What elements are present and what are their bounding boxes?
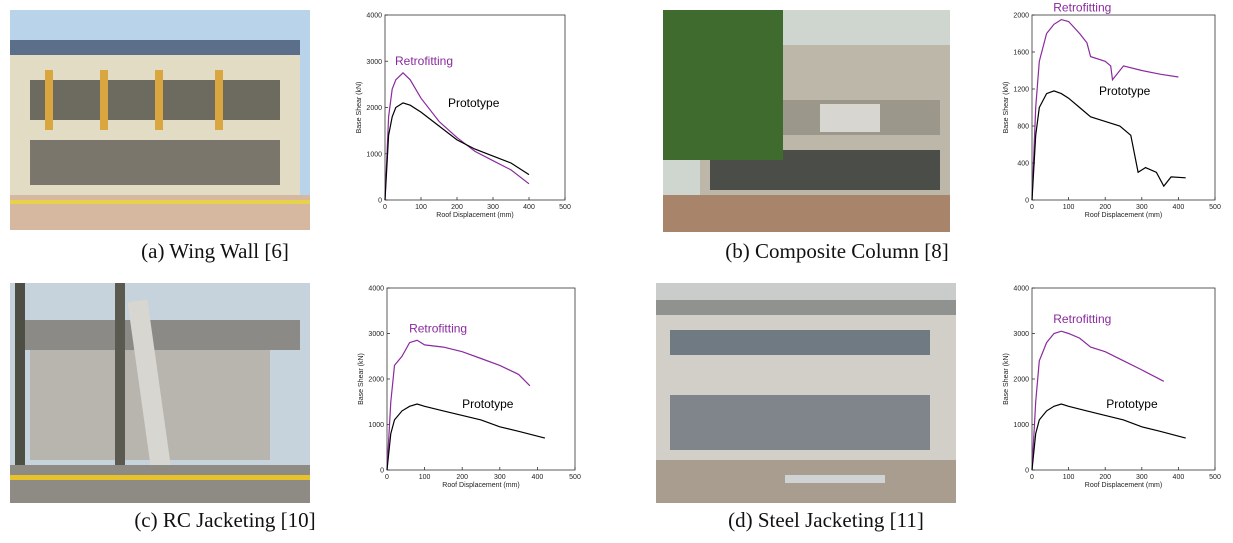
y-tick-label: 2000: [1013, 377, 1029, 384]
series-label: Prototype: [1099, 84, 1151, 98]
y-tick-label: 3000: [366, 59, 382, 66]
series-label: Prototype: [462, 397, 514, 411]
series-label: Prototype: [448, 96, 500, 110]
series-line: [1032, 91, 1186, 200]
x-tick-label: 200: [456, 474, 468, 481]
x-axis-label: Roof Displacement (mm): [1085, 212, 1162, 219]
series-line: [385, 103, 529, 200]
x-tick-label: 400: [1173, 204, 1185, 211]
series-label: Retrofitting: [1053, 1, 1111, 15]
x-tick-label: 0: [1030, 474, 1034, 481]
photo-steel-jacketing: [656, 283, 956, 503]
y-tick-label: 3000: [1013, 331, 1029, 338]
panel-caption: (d) Steel Jacketing [11]: [728, 508, 924, 532]
y-tick-label: 3000: [368, 331, 384, 338]
x-tick-label: 300: [487, 204, 499, 211]
y-axis-label: Base Shear (kN): [356, 82, 363, 134]
x-tick-label: 400: [523, 204, 535, 211]
plot-frame: [387, 288, 575, 470]
panel-caption: (a) Wing Wall [6]: [141, 239, 289, 263]
y-tick-label: 0: [1025, 198, 1029, 205]
y-tick-label: 0: [380, 468, 384, 475]
panel-caption: (c) RC Jacketing [10]: [134, 508, 315, 532]
series-label: Retrofitting: [395, 54, 453, 68]
y-tick-label: 2000: [368, 377, 384, 384]
x-tick-label: 100: [1063, 474, 1075, 481]
x-axis-label: Roof Displacement (mm): [1085, 482, 1162, 489]
y-tick-label: 1000: [368, 422, 384, 429]
x-tick-label: 100: [1063, 204, 1075, 211]
x-tick-label: 500: [1209, 204, 1221, 211]
x-tick-label: 300: [494, 474, 506, 481]
x-tick-label: 100: [415, 204, 427, 211]
series-label: Retrofitting: [1053, 312, 1111, 326]
panel-caption: (b) Composite Column [8]: [725, 239, 948, 263]
series-line: [387, 404, 545, 470]
series-line: [1032, 404, 1186, 470]
y-tick-label: 0: [1025, 468, 1029, 475]
x-tick-label: 0: [383, 204, 387, 211]
x-tick-label: 100: [419, 474, 431, 481]
y-tick-label: 1200: [1013, 87, 1029, 94]
x-tick-label: 0: [1030, 204, 1034, 211]
x-tick-label: 200: [1099, 474, 1111, 481]
figure: 010020030040050001000200030004000Roof Di…: [0, 0, 1233, 543]
series-line: [385, 73, 529, 200]
y-axis-label: Base Shear (kN): [1003, 353, 1010, 405]
y-tick-label: 1600: [1013, 50, 1029, 57]
x-tick-label: 400: [532, 474, 544, 481]
x-tick-label: 0: [385, 474, 389, 481]
x-tick-label: 200: [1099, 204, 1111, 211]
x-axis-label: Roof Displacement (mm): [436, 212, 513, 219]
y-tick-label: 4000: [366, 13, 382, 20]
series-label: Retrofitting: [409, 321, 467, 335]
y-tick-label: 4000: [368, 286, 384, 293]
photo-wing-wall: [10, 10, 310, 230]
y-tick-label: 1000: [1013, 422, 1029, 429]
photo-rc-jacketing: [10, 283, 310, 503]
x-tick-label: 300: [1136, 474, 1148, 481]
series-label: Prototype: [1106, 397, 1158, 411]
photo-composite-column: [663, 10, 950, 232]
y-tick-label: 4000: [1013, 286, 1029, 293]
y-tick-label: 1000: [366, 151, 382, 158]
x-axis-label: Roof Displacement (mm): [442, 482, 519, 489]
y-tick-label: 400: [1017, 161, 1029, 168]
x-tick-label: 300: [1136, 204, 1148, 211]
y-axis-label: Base Shear (kN): [358, 353, 365, 405]
plot-frame: [1032, 15, 1215, 200]
x-tick-label: 500: [559, 204, 571, 211]
y-tick-label: 2000: [366, 105, 382, 112]
y-tick-label: 2000: [1013, 13, 1029, 20]
y-tick-label: 0: [378, 198, 382, 205]
x-tick-label: 500: [1209, 474, 1221, 481]
x-tick-label: 400: [1173, 474, 1185, 481]
x-tick-label: 200: [451, 204, 463, 211]
y-axis-label: Base Shear (kN): [1003, 82, 1010, 134]
x-tick-label: 500: [569, 474, 581, 481]
y-tick-label: 800: [1017, 124, 1029, 131]
